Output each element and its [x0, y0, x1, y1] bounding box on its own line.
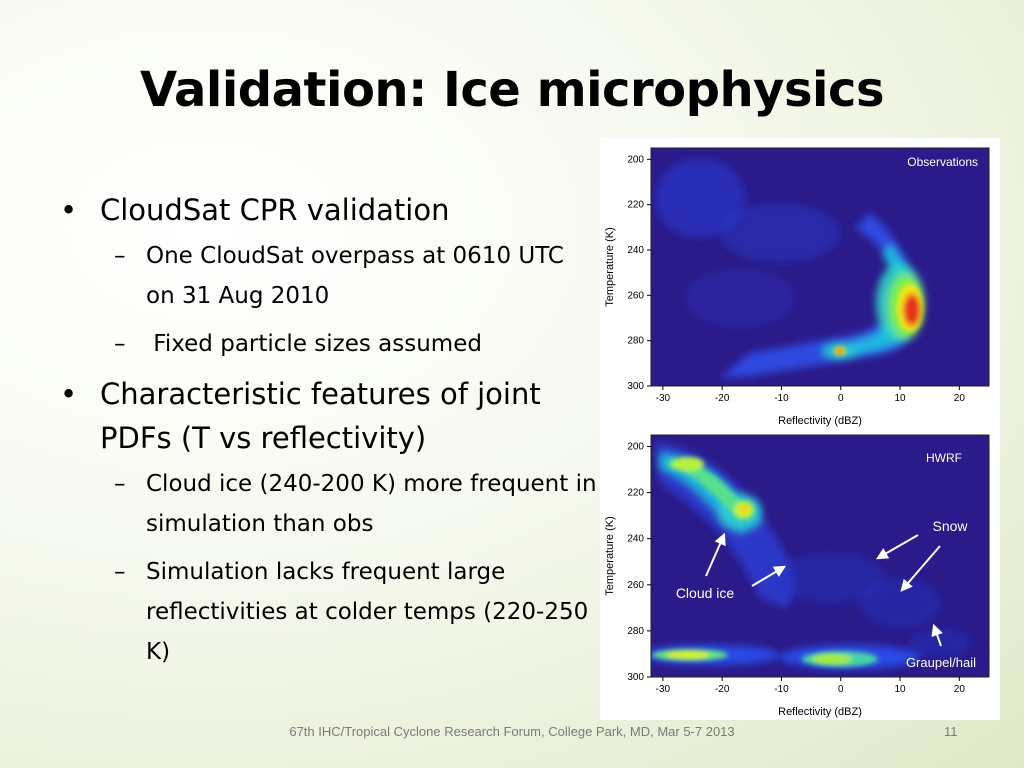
arrow-cloud-ice-1	[705, 532, 726, 577]
y-tick-label: 280	[627, 626, 644, 637]
dash-icon: –	[114, 331, 126, 357]
y-tick-label: 300	[627, 672, 644, 683]
y-tick-label: 240	[627, 245, 644, 256]
x-tick-label: 0	[838, 393, 844, 404]
bullet-text: Characteristic features of joint PDFs (T…	[100, 377, 541, 455]
x-tick-label: 10	[894, 684, 906, 695]
y-tick-labels: 200 220 240 260 280 300	[627, 442, 651, 683]
sub-bullet-item: – Cloud ice (240-200 K) more frequent in …	[58, 464, 598, 544]
x-tick-label: 20	[954, 393, 966, 404]
panel-label-observations: Observations	[907, 155, 978, 169]
x-tick-label: -10	[774, 684, 789, 695]
arrow-cloud-ice-2	[751, 565, 787, 587]
dash-icon: –	[114, 471, 126, 497]
observations-plot: Observations -30 -20 -10 0 10 20 200 220 240 260…	[604, 147, 990, 427]
bullet-item: • CloudSat CPR validation	[58, 188, 598, 232]
page-number: 11	[944, 724, 958, 739]
y-axis-label: Temperature (K)	[604, 227, 616, 306]
x-tick-label: -20	[715, 393, 730, 404]
sub-bullet-text: Simulation lacks frequent large reflecti…	[146, 559, 589, 665]
x-tick-label: -30	[656, 684, 671, 695]
y-tick-label: 300	[627, 381, 644, 392]
y-tick-label: 260	[627, 580, 644, 591]
slide-footer: 67th IHC/Tropical Cyclone Research Forum…	[289, 724, 735, 739]
x-axis-label: Reflectivity (dBZ)	[778, 415, 862, 427]
bullet-text: CloudSat CPR validation	[100, 193, 450, 227]
annotation-snow: Snow	[932, 518, 968, 534]
bullet-item: • Characteristic features of joint PDFs (…	[58, 372, 598, 460]
x-tick-labels: -30 -20 -10 0 10 20	[656, 386, 966, 404]
x-tick-label: -10	[774, 393, 789, 404]
annotation-graupel-hail: Graupel/hail	[906, 655, 976, 670]
density-field	[655, 158, 924, 378]
sub-bullet-text: Fixed particle sizes assumed	[146, 331, 482, 357]
sub-bullet-item: – Simulation lacks frequent large reflect…	[58, 552, 598, 672]
x-tick-labels: -30 -20 -10 0 10 20	[656, 677, 966, 695]
bullet-dot-icon: •	[60, 377, 78, 411]
x-tick-label: 20	[954, 684, 966, 695]
x-tick-label: 10	[894, 393, 906, 404]
figure-panel: Observations -30 -20 -10 0 10 20 200 220 240 260…	[600, 138, 1000, 720]
bullet-list: • CloudSat CPR validation – One CloudSat o…	[58, 188, 598, 680]
y-tick-label: 200	[627, 154, 644, 165]
y-tick-label: 220	[627, 200, 644, 211]
arrow-snow-2	[900, 545, 941, 592]
y-axis-label: Temperature (K)	[604, 516, 616, 595]
dash-icon: –	[114, 243, 126, 269]
x-tick-label: -20	[715, 684, 730, 695]
dash-icon: –	[114, 559, 126, 585]
joint-pdf-figure: Observations -30 -20 -10 0 10 20 200220240260…	[604, 147, 990, 718]
annotation-cloud-ice: Cloud ice	[676, 585, 735, 601]
sub-bullet-item: – Fixed particle sizes assumed	[58, 324, 598, 364]
arrow-snow-1	[875, 534, 919, 560]
x-tick-label: 0	[838, 684, 844, 695]
y-tick-label: 220	[627, 488, 644, 499]
panel-label-hwrf: HWRF	[926, 451, 962, 465]
x-axis-label: Reflectivity (dBZ)	[778, 706, 862, 718]
y-tick-label: 280	[627, 336, 644, 347]
slide-title: Validation: Ice microphysics	[139, 62, 885, 118]
sub-bullet-item: – One CloudSat overpass at 0610 UTC on 31…	[58, 236, 598, 316]
y-tick-label: 200	[627, 442, 644, 453]
bullet-dot-icon: •	[60, 193, 78, 227]
y-tick-labels: 200 220 240 260 280 300	[627, 154, 651, 392]
density-field	[651, 443, 970, 669]
hwrf-plot: HWRF Snow Cloud ice Graupel/hail -30 -20-…	[604, 434, 990, 718]
y-tick-label: 240	[627, 534, 644, 545]
y-tick-label: 260	[627, 290, 644, 301]
sub-bullet-text: Cloud ice (240-200 K) more frequent in s…	[146, 471, 597, 537]
sub-bullet-text: One CloudSat overpass at 0610 UTC on 31 …	[146, 243, 564, 309]
x-tick-label: -30	[656, 393, 671, 404]
arrow-graupel	[931, 623, 943, 647]
